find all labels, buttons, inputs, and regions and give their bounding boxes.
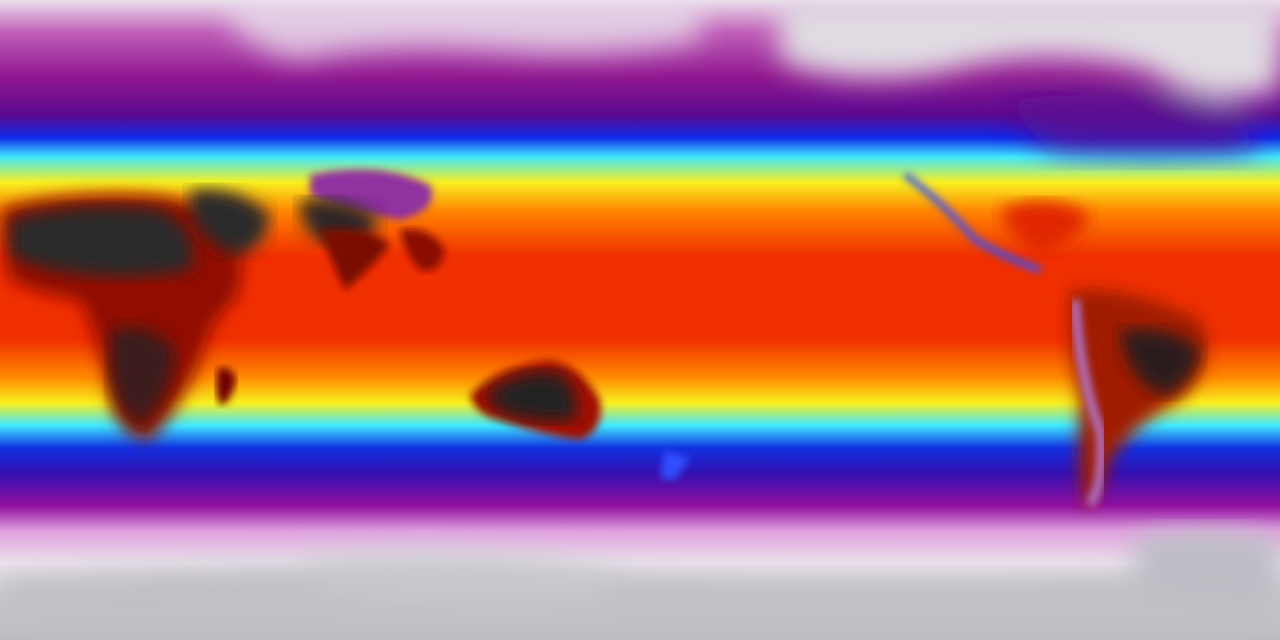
arctic-region [230, 0, 1280, 155]
australia-landmass [470, 360, 601, 440]
himalaya-cold-region [310, 169, 432, 220]
arabia-hot-region [190, 189, 270, 255]
new-zealand-landmass [660, 450, 690, 480]
mexico-landmass [903, 172, 1041, 273]
southeast-asia-landmass [400, 229, 445, 271]
antarctica-region [0, 530, 1280, 640]
south-america-landmass [1068, 289, 1207, 510]
north-america-landmass [1000, 201, 1090, 255]
india-landmass [320, 229, 390, 290]
africa-landmass [0, 194, 242, 440]
